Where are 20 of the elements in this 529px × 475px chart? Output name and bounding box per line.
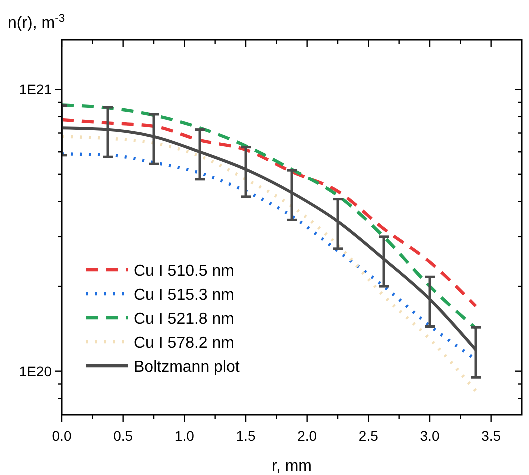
x-tick-label: 0.5 bbox=[114, 428, 134, 444]
legend-label: Cu I 510.5 nm bbox=[134, 263, 234, 280]
line-series bbox=[62, 104, 478, 330]
x-tick-label: 0.0 bbox=[52, 428, 72, 444]
x-tick-label: 1.0 bbox=[174, 428, 195, 444]
y-tick-label: 1E21 bbox=[19, 82, 52, 98]
legend-label: Cu I 515.3 nm bbox=[134, 287, 234, 304]
x-tick-label: 2.5 bbox=[358, 428, 379, 444]
x-tick-label: 2.0 bbox=[298, 428, 318, 444]
x-axis-title: r, mm bbox=[272, 458, 312, 475]
x-tick-label: 3.5 bbox=[482, 428, 502, 444]
x-tick-label: 1.5 bbox=[236, 428, 256, 444]
legend-label: Cu I 521.8 nm bbox=[134, 311, 234, 328]
x-tick-label: 3.0 bbox=[420, 428, 440, 444]
legend-label: Cu I 578.2 nm bbox=[134, 335, 234, 352]
y-axis-title: n(r), m$^{-3}$ bbox=[8, 13, 66, 32]
line-series bbox=[62, 118, 478, 308]
line-series bbox=[62, 135, 478, 393]
y-tick-label: 1E20 bbox=[19, 363, 52, 380]
legend-label: Boltzmann plot bbox=[134, 359, 240, 376]
